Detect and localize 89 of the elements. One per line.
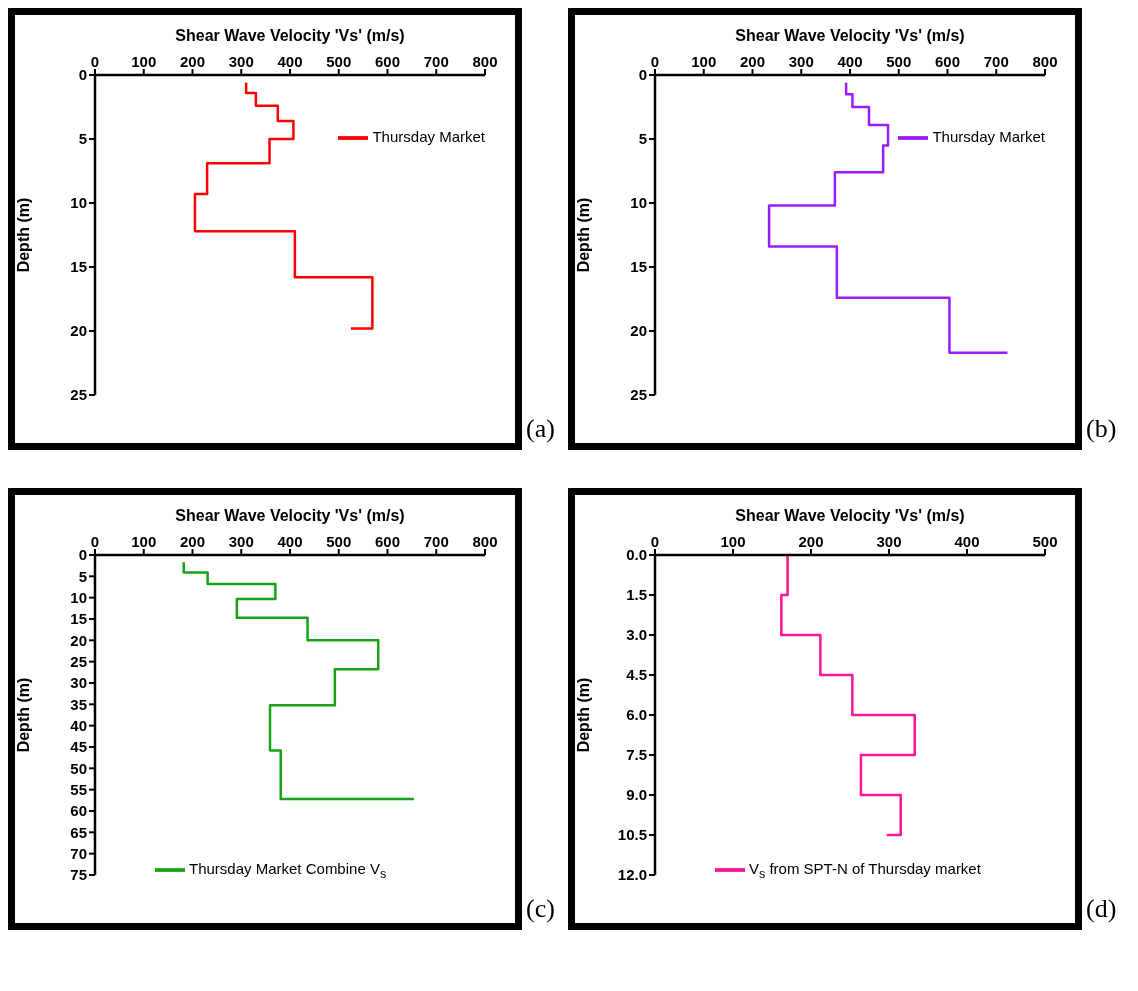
x-tick-label: 300: [228, 53, 254, 70]
text: (d): [1086, 894, 1117, 924]
y-tick-label: 70: [70, 844, 87, 862]
y-tick-label: 40: [70, 716, 87, 734]
x-tick-label: 100: [720, 533, 746, 550]
x-tick-label: 600: [374, 533, 401, 550]
y-tick-label: 1.5: [626, 586, 647, 604]
x-tick-label: 300: [788, 53, 814, 70]
x-tick-label: 400: [954, 533, 980, 550]
y-tick-label: 10.5: [617, 826, 647, 844]
x-axis-title: Shear Wave Velocity 'Vs' (m/s): [735, 27, 965, 44]
x-tick-label: 400: [837, 53, 863, 70]
y-tick-label: 30: [70, 674, 87, 692]
x-axis-title: Shear Wave Velocity 'Vs' (m/s): [175, 27, 405, 44]
x-tick-label: 0: [90, 533, 100, 550]
y-tick-label: 10: [70, 194, 87, 212]
y-tick-label: 25: [70, 652, 87, 670]
x-tick-label: 700: [423, 53, 449, 70]
x-tick-label: 600: [934, 53, 961, 70]
y-axis-title: Depth (m): [574, 197, 592, 273]
y-tick-label: 20: [70, 322, 87, 340]
x-tick-label: 0: [90, 53, 100, 70]
y-axis-title: Depth (m): [14, 197, 32, 273]
y-tick-label: 7.5: [626, 746, 647, 764]
legend-label: Thursday Market: [932, 127, 1045, 145]
y-tick-label: 12.0: [617, 866, 647, 884]
y-tick-label: 0: [78, 66, 87, 84]
y-tick-label: 20: [70, 631, 87, 649]
legend-label: V$_{s}$ from SPT-N of Thursday market: [749, 859, 981, 881]
text: (c): [526, 894, 555, 924]
x-tick-label: 0: [650, 53, 660, 70]
y-tick-label: 55: [70, 780, 87, 798]
y-tick-label: 10: [630, 194, 647, 212]
line-series: [182, 561, 416, 801]
y-tick-label: 0: [78, 546, 87, 564]
y-tick-label: 60: [70, 802, 87, 820]
y-tick-label: 25: [630, 386, 647, 404]
y-tick-label: 15: [70, 258, 87, 276]
x-tick-label: 200: [739, 53, 766, 70]
line-series: [193, 81, 374, 330]
x-tick-label: 400: [277, 533, 303, 550]
x-tick-label: 200: [179, 533, 206, 550]
legend-label: Thursday Market Combine V$_{s}$: [189, 859, 387, 881]
y-tick-label: 15: [70, 610, 87, 628]
x-tick-label: 700: [423, 533, 449, 550]
x-tick-label: 100: [131, 533, 157, 550]
y-tick-label: 50: [70, 759, 87, 777]
y-tick-label: 10: [70, 588, 87, 606]
text: (b): [1086, 414, 1117, 444]
x-tick-label: 300: [228, 533, 254, 550]
y-tick-label: 4.5: [626, 666, 647, 684]
x-tick-label: 300: [876, 533, 902, 550]
x-tick-label: 800: [1032, 53, 1058, 70]
y-tick-label: 5: [638, 130, 647, 148]
x-tick-label: 100: [691, 53, 717, 70]
x-tick-label: 500: [326, 533, 352, 550]
x-tick-label: 200: [798, 533, 824, 550]
x-axis-title: Shear Wave Velocity 'Vs' (m/s): [735, 507, 965, 524]
x-tick-label: 500: [326, 53, 352, 70]
x-tick-label: 600: [374, 53, 401, 70]
y-tick-label: 20: [630, 322, 647, 340]
y-tick-label: 15: [630, 258, 647, 276]
y-tick-label: 6.0: [626, 706, 647, 724]
y-tick-label: 25: [70, 386, 87, 404]
x-tick-label: 500: [1032, 533, 1058, 550]
y-tick-label: 3.0: [626, 626, 647, 644]
x-tick-label: 500: [886, 53, 912, 70]
text: (a): [526, 414, 555, 444]
y-tick-label: 65: [70, 823, 87, 841]
x-tick-label: 800: [472, 53, 498, 70]
y-tick-label: 0: [638, 66, 647, 84]
x-tick-label: 0: [650, 533, 660, 550]
x-tick-label: 400: [277, 53, 303, 70]
x-axis-title: Shear Wave Velocity 'Vs' (m/s): [175, 507, 405, 524]
line-series: [780, 555, 916, 837]
y-tick-label: 5: [78, 567, 87, 585]
x-tick-label: 100: [131, 53, 157, 70]
y-axis-title: Depth (m): [14, 677, 32, 753]
y-tick-label: 5: [78, 130, 87, 148]
y-axis-title: Depth (m): [574, 677, 592, 753]
legend-label: Thursday Market: [372, 127, 485, 145]
y-tick-label: 0.0: [626, 546, 647, 564]
y-tick-label: 45: [70, 738, 87, 756]
x-tick-label: 200: [179, 53, 206, 70]
y-tick-label: 35: [70, 695, 87, 713]
x-tick-label: 700: [983, 53, 1009, 70]
y-tick-label: 75: [70, 866, 87, 884]
y-tick-label: 9.0: [626, 786, 647, 804]
x-tick-label: 800: [472, 533, 498, 550]
